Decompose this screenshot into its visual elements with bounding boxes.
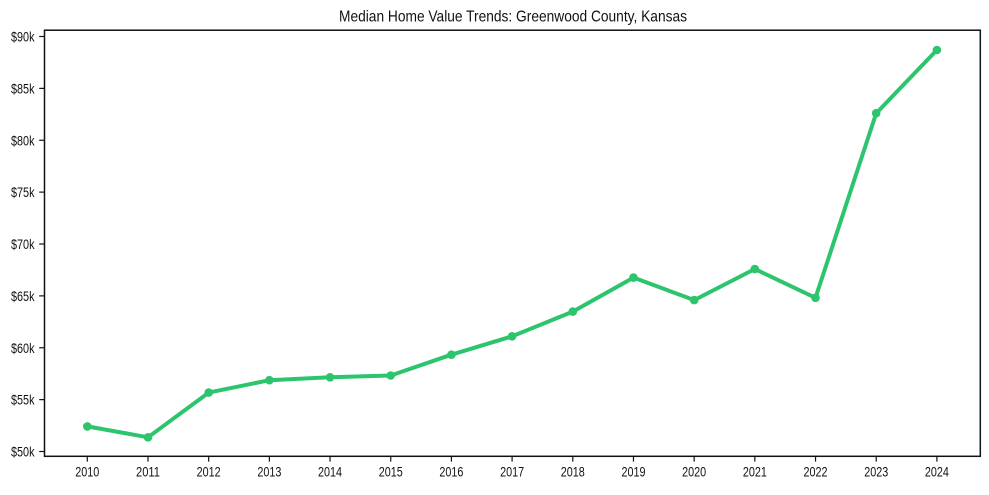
svg-text:$75k: $75k <box>11 184 35 200</box>
svg-text:2014: 2014 <box>318 463 342 479</box>
svg-text:2019: 2019 <box>621 463 645 479</box>
svg-text:$60k: $60k <box>11 340 35 356</box>
svg-text:$55k: $55k <box>11 392 35 408</box>
svg-text:2024: 2024 <box>925 463 949 479</box>
svg-text:$65k: $65k <box>11 288 35 304</box>
svg-text:$50k: $50k <box>11 444 35 460</box>
svg-text:$85k: $85k <box>11 80 35 96</box>
svg-text:2013: 2013 <box>257 463 281 479</box>
svg-text:2016: 2016 <box>439 463 463 479</box>
svg-text:2015: 2015 <box>379 463 403 479</box>
svg-text:$90k: $90k <box>11 29 35 45</box>
svg-text:Median Home Value Trends: Gree: Median Home Value Trends: Greenwood Coun… <box>339 9 687 26</box>
svg-text:2021: 2021 <box>743 463 767 479</box>
svg-text:2020: 2020 <box>682 463 706 479</box>
svg-text:2011: 2011 <box>136 463 160 479</box>
svg-text:2017: 2017 <box>500 463 524 479</box>
svg-text:2023: 2023 <box>864 463 888 479</box>
svg-text:$80k: $80k <box>11 132 35 148</box>
svg-text:2018: 2018 <box>561 463 585 479</box>
svg-text:2010: 2010 <box>75 463 99 479</box>
svg-text:2012: 2012 <box>197 463 221 479</box>
svg-text:$70k: $70k <box>11 236 35 252</box>
svg-text:2022: 2022 <box>804 463 828 479</box>
